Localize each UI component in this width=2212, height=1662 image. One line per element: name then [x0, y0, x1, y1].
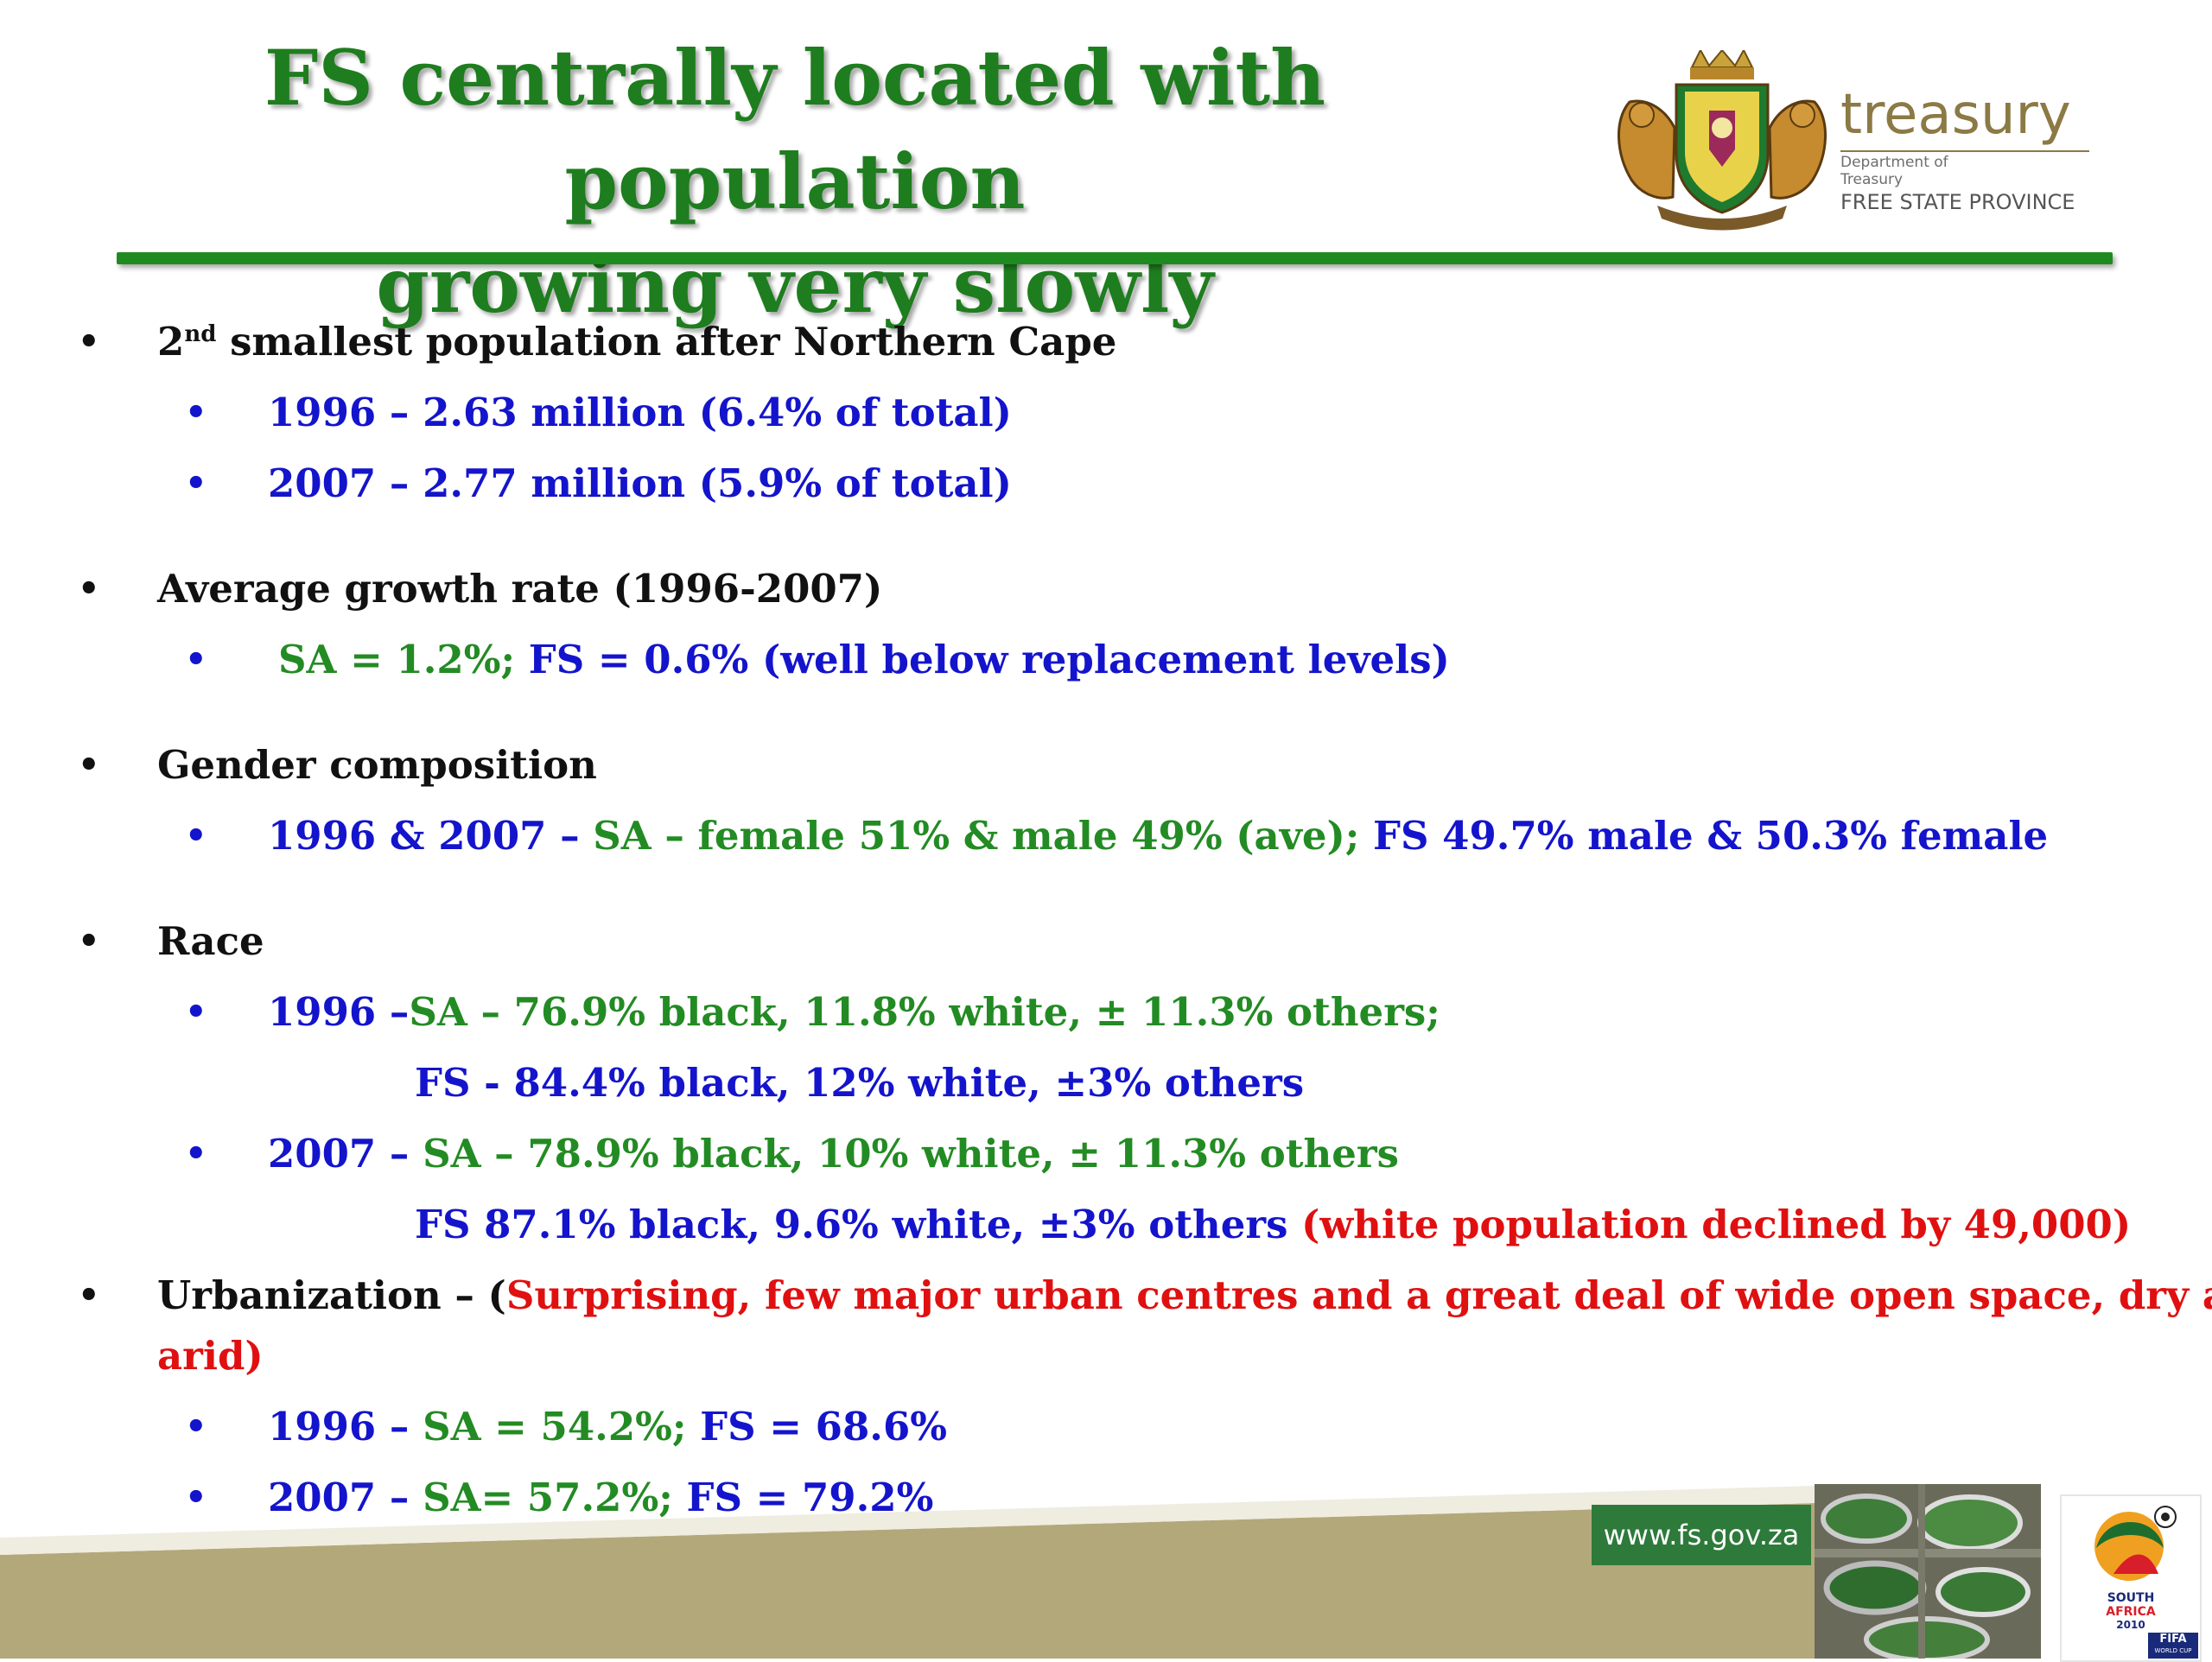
world-cup-emblem-icon: [2094, 1506, 2177, 1581]
population-1996: 1996 – 2.63 million (6.4% of total): [268, 390, 1012, 435]
stadium-icon: [1815, 1484, 2041, 1659]
logo-divider: [1840, 150, 2089, 152]
urbanization-heading: Urbanization – (Surprising, few major ur…: [157, 1272, 2212, 1318]
coat-of-arms-icon: [1617, 50, 1827, 231]
bullet-icon: •: [185, 1133, 207, 1174]
race-heading: Race: [157, 918, 264, 964]
footer-swoosh: [0, 1486, 1815, 1659]
title-divider: [117, 252, 2113, 264]
logo-dept-line-2: Treasury: [1840, 171, 1904, 188]
title-line-1: FS centrally located with population: [264, 33, 1326, 226]
bullet-icon: •: [78, 321, 100, 362]
gender-heading: Gender composition: [157, 742, 597, 788]
bullet-icon: •: [78, 745, 100, 785]
logo-dept-line-1: Department of: [1840, 154, 1948, 171]
fifa-badge: FIFA WORLD CUP: [2148, 1633, 2198, 1659]
urbanization-2007: 2007 – SA= 57.2%; FS = 79.2%: [268, 1475, 934, 1520]
bullet-icon: •: [185, 392, 207, 433]
wc-text-2: AFRICA: [2106, 1605, 2156, 1619]
website-url[interactable]: www.fs.gov.za: [1592, 1505, 1811, 1565]
wc-text-1: SOUTH: [2107, 1591, 2155, 1605]
race-2007-sa: 2007 – SA – 78.9% black, 10% white, ± 11…: [268, 1131, 1399, 1177]
bullet-icon: •: [78, 568, 100, 609]
race-2007-fs: FS 87.1% black, 9.6% white, ±3% others (…: [415, 1202, 2132, 1247]
gender-composition: 1996 & 2007 – SA – female 51% & male 49%…: [268, 813, 2049, 859]
stadium-collage-image: [1815, 1484, 2041, 1659]
logo-wordmark: treasury: [1840, 83, 2071, 147]
urbanization-1996: 1996 – SA = 54.2%; FS = 68.6%: [268, 1404, 948, 1449]
bullet-icon: •: [185, 463, 207, 504]
population-heading: 2nd smallest population after Northern C…: [157, 319, 1117, 365]
bullet-icon: •: [185, 1477, 207, 1518]
logo-province: FREE STATE PROVINCE: [1840, 190, 2075, 214]
slide-title: FS centrally located with population gro…: [104, 26, 1486, 337]
growth-rates: SA = 1.2%; FS = 0.6% (well below replace…: [278, 637, 1450, 682]
race-1996-fs: FS - 84.4% black, 12% white, ±3% others: [415, 1060, 1305, 1106]
treasury-logo: treasury Department of Treasury FREE STA…: [1605, 50, 2089, 232]
bullet-icon: •: [185, 639, 207, 680]
bullet-icon: •: [185, 992, 207, 1032]
bullet-icon: •: [185, 1406, 207, 1447]
bullet-icon: •: [78, 1275, 100, 1316]
growth-heading: Average growth rate (1996-2007): [157, 566, 883, 612]
bullet-icon: •: [185, 815, 207, 856]
population-2007: 2007 – 2.77 million (5.9% of total): [268, 460, 1012, 506]
wc-text-3: 2010: [2116, 1619, 2145, 1631]
race-1996-sa: 1996 –SA – 76.9% black, 11.8% white, ± 1…: [268, 989, 1440, 1035]
bullet-icon: •: [78, 921, 100, 961]
world-cup-logo: SOUTH AFRICA 2010 FIFA WORLD CUP: [2060, 1494, 2202, 1662]
urbanization-heading-cont: arid): [157, 1333, 264, 1379]
